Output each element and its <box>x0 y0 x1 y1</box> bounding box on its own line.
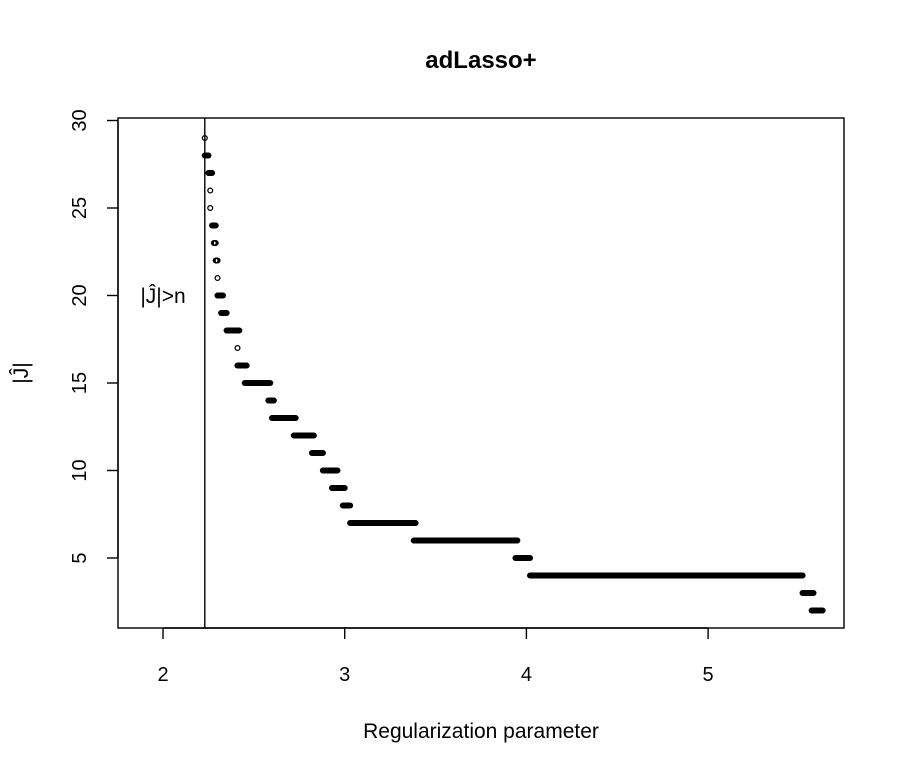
data-point <box>236 327 243 334</box>
data-point <box>207 187 214 194</box>
data-point <box>214 257 221 264</box>
x-tick-label: 5 <box>703 664 714 686</box>
data-point <box>243 362 250 369</box>
y-axis-label: |Ĵ| <box>10 362 33 383</box>
y-tick-label: 25 <box>69 197 91 219</box>
y-tick-label: 15 <box>69 372 91 394</box>
data-point <box>270 397 277 404</box>
data-point <box>334 467 341 474</box>
data-point <box>799 572 806 579</box>
data-point <box>341 484 348 492</box>
data-point <box>292 414 299 422</box>
data-point <box>214 274 221 282</box>
data-point <box>207 204 214 212</box>
plot-border <box>117 117 845 629</box>
data-point <box>234 344 241 352</box>
data-points <box>201 134 826 614</box>
x-axis: 2 3 4 5 <box>157 627 714 686</box>
data-point <box>319 449 326 457</box>
data-point <box>223 309 230 317</box>
x-tick-label: 3 <box>339 664 350 686</box>
data-point <box>514 537 521 544</box>
data-point <box>412 519 419 527</box>
data-point <box>219 292 227 299</box>
data-point <box>267 379 274 387</box>
data-point <box>212 222 219 229</box>
plot-area <box>117 117 845 629</box>
data-point <box>205 152 212 159</box>
data-point <box>810 589 817 597</box>
x-axis-label: Regularization parameter <box>363 720 599 743</box>
vline-annotation: |Ĵ|>n <box>140 285 185 308</box>
data-point <box>347 502 354 509</box>
data-point <box>526 554 534 562</box>
y-tick-label: 30 <box>69 109 91 131</box>
data-point <box>212 239 219 247</box>
data-point <box>819 607 826 614</box>
y-axis: 5 10 15 20 25 30 <box>69 109 119 564</box>
y-tick-label: 5 <box>69 552 91 563</box>
x-tick-label: 2 <box>157 664 168 686</box>
data-point <box>310 432 317 439</box>
y-tick-label: 10 <box>69 459 91 481</box>
y-tick-label: 20 <box>69 284 91 306</box>
chart-title: adLasso+ <box>425 47 536 74</box>
data-point <box>209 169 216 177</box>
x-tick-label: 4 <box>521 664 532 686</box>
